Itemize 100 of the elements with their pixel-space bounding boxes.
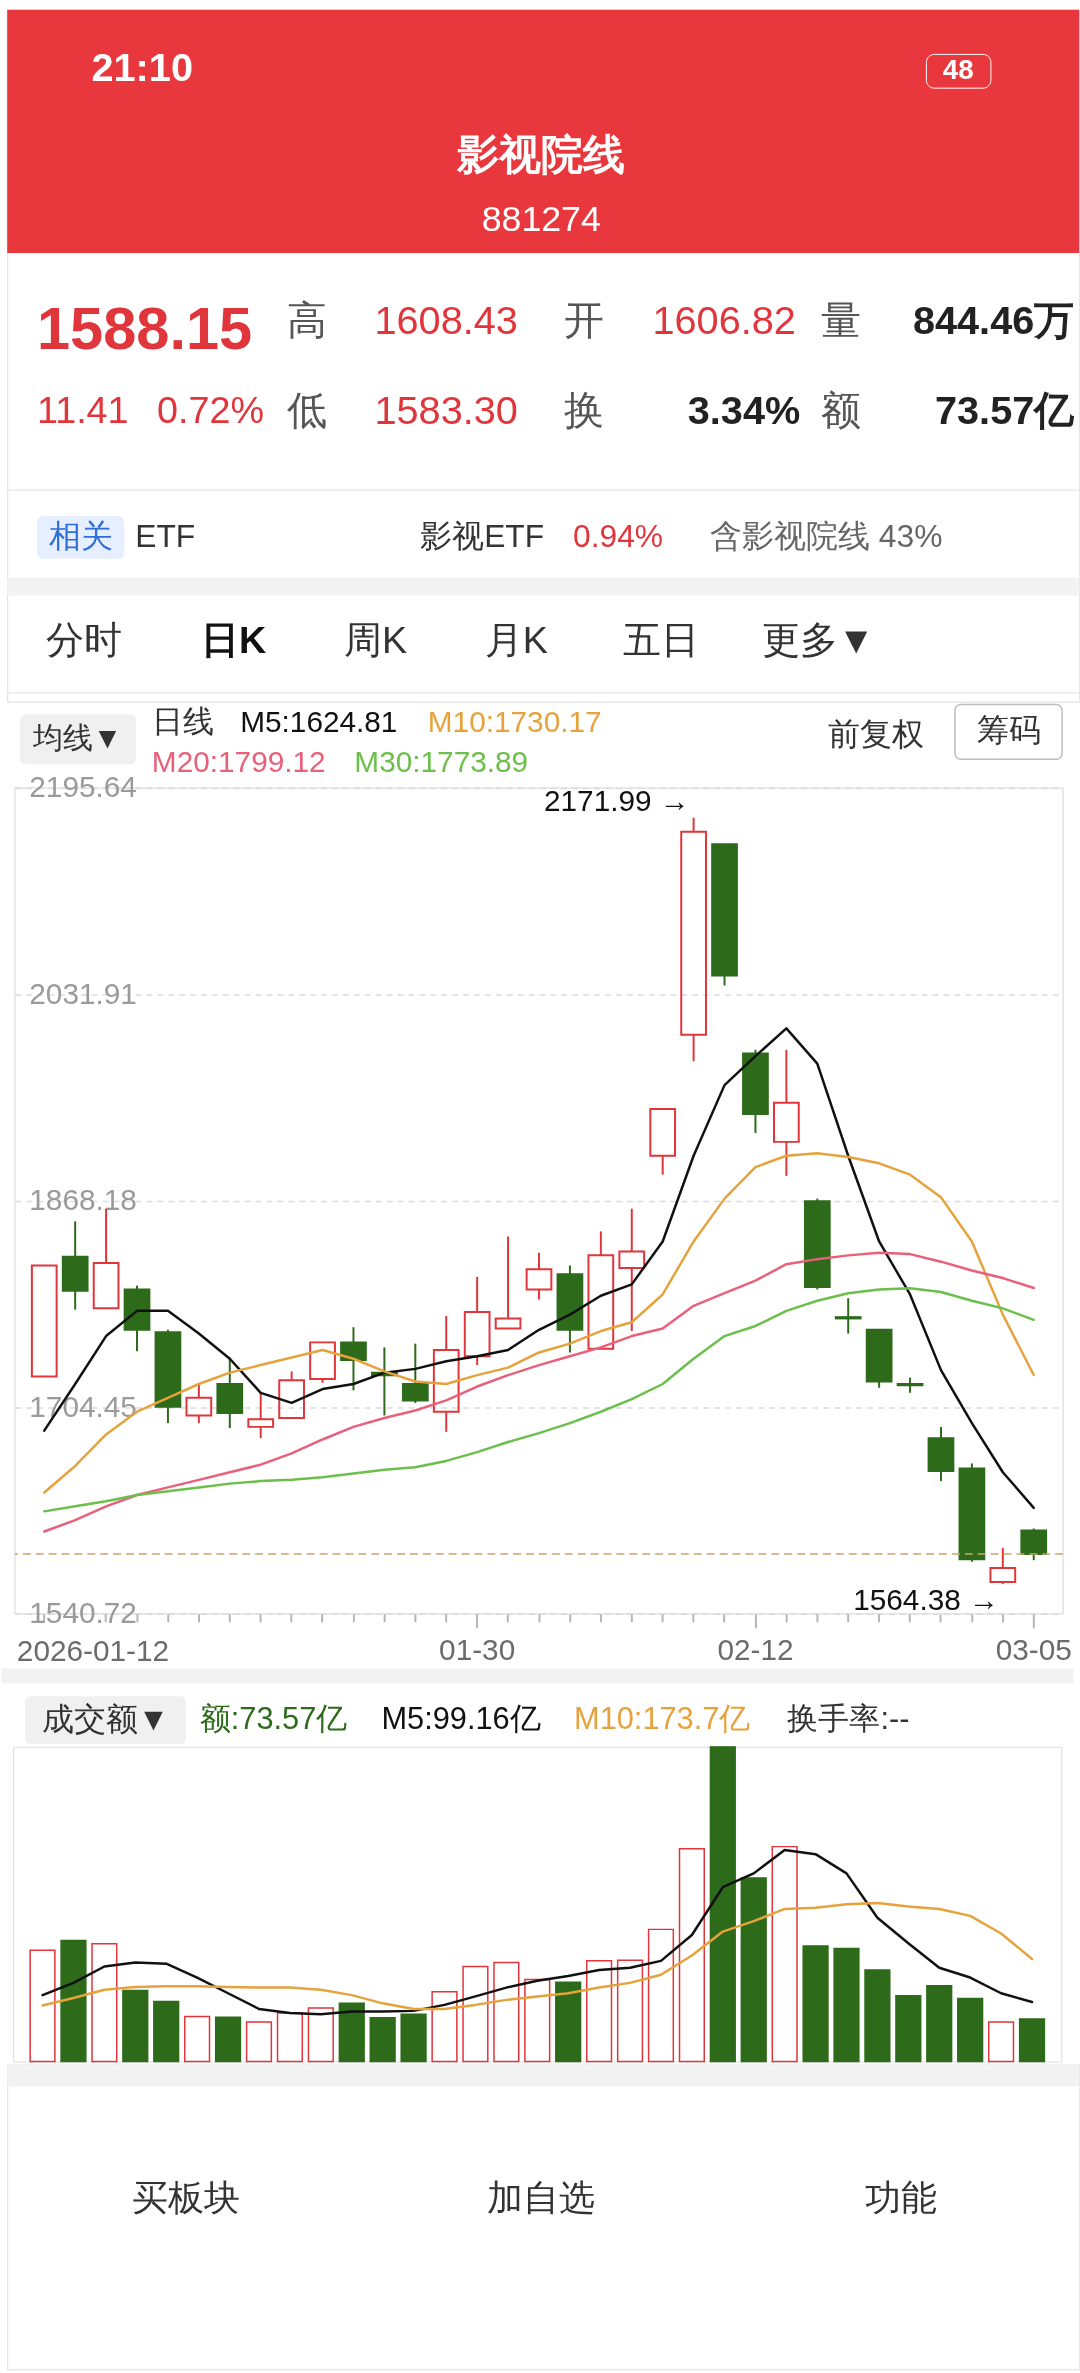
bar	[524, 1978, 551, 2063]
bar	[184, 2015, 211, 2063]
y-tick-label: 1540.72	[29, 1596, 137, 1630]
bar	[833, 1947, 860, 2063]
annotation: 2171.99 →	[543, 783, 690, 817]
annotation: 1564.38 →	[853, 1582, 999, 1616]
text: 月K	[484, 618, 549, 661]
text: 换	[563, 387, 604, 432]
text: 换手率:--	[787, 1701, 910, 1736]
bar	[987, 2021, 1015, 2063]
text: 前复权	[828, 716, 925, 753]
bar	[864, 1969, 891, 2063]
text: M5:1624.81	[240, 705, 398, 739]
text: M10:1730.17	[427, 705, 602, 739]
y-tick-label: 2195.64	[29, 770, 137, 804]
text: M30:1773.89	[354, 745, 529, 779]
candlestick	[865, 1328, 893, 1389]
x-tick-label: 02-12	[717, 1633, 794, 1667]
text: 高	[286, 298, 327, 343]
text: M10:173.7亿	[574, 1701, 751, 1736]
candlestick	[773, 1048, 800, 1177]
text: 周K	[343, 618, 408, 661]
text: 1608.43	[374, 298, 518, 343]
candlestick	[340, 1326, 367, 1392]
text: 含影视院线 43%	[709, 517, 943, 554]
bar	[802, 1945, 829, 2063]
candlestick	[618, 1207, 646, 1333]
text: ETF	[135, 517, 196, 554]
bar	[462, 1965, 489, 2063]
text: 额:73.57亿	[199, 1701, 348, 1736]
bar	[616, 1959, 644, 2063]
bar	[1018, 2018, 1046, 2063]
y-tick-label: 2031.91	[29, 976, 137, 1010]
bar	[431, 1990, 458, 2063]
text: 开	[563, 298, 604, 343]
bar	[245, 2021, 273, 2063]
text: 筹码	[976, 712, 1041, 749]
candlestick	[680, 816, 707, 1063]
text: 额	[821, 387, 862, 432]
text: 1583.30	[374, 387, 518, 432]
bar	[276, 2012, 304, 2063]
text: 0.72%	[157, 388, 265, 431]
candlestick	[834, 1297, 862, 1335]
text: 1606.82	[652, 298, 796, 343]
text: 日K	[200, 618, 267, 661]
bar	[493, 1961, 520, 2063]
bar	[153, 2000, 180, 2063]
bar	[555, 1981, 582, 2063]
bar	[926, 1984, 953, 2063]
candlestick	[30, 1264, 58, 1378]
candlestick	[432, 1314, 460, 1433]
text: 21:10	[91, 45, 193, 90]
bar	[585, 1960, 613, 2063]
x-tick-label: 01-30	[439, 1633, 516, 1667]
candlestick	[649, 1108, 677, 1176]
text: 量	[821, 298, 862, 343]
text: 844.46万	[912, 298, 1075, 343]
candlestick	[61, 1220, 89, 1311]
bar	[400, 2013, 427, 2063]
text: 加自选	[487, 2178, 596, 2219]
text: 功能	[864, 2178, 937, 2219]
text: 低	[286, 387, 327, 432]
text: 73.57亿	[934, 387, 1076, 432]
bar	[647, 1928, 675, 2063]
bar	[957, 1997, 984, 2063]
bar	[338, 2002, 365, 2063]
candlestick	[525, 1251, 553, 1301]
bar	[91, 1943, 118, 2063]
bar	[307, 2007, 334, 2063]
text: 影视ETF	[420, 517, 545, 554]
text: 11.41	[36, 388, 129, 431]
text: 影视院线	[456, 130, 626, 178]
text: 五日	[623, 618, 700, 661]
text: 分时	[45, 618, 122, 661]
text: M20:1799.12	[151, 745, 326, 779]
x-tick-label: 03-05	[995, 1633, 1072, 1667]
bar	[771, 1845, 798, 2063]
text: 1588.15	[36, 295, 253, 363]
text: 2026-01-12	[16, 1633, 170, 1667]
y-tick-label: 1868.18	[29, 1183, 137, 1217]
bar	[369, 2017, 396, 2063]
candlestick	[711, 843, 738, 987]
text: 日线	[151, 704, 214, 740]
text: 均线▼	[31, 721, 123, 755]
bar	[678, 1848, 705, 2063]
candlestick	[494, 1235, 522, 1330]
bar	[214, 2016, 242, 2063]
bar	[709, 1746, 736, 2063]
bar	[60, 1939, 87, 2063]
bar	[122, 1989, 149, 2063]
text: 相关	[48, 517, 113, 554]
text: 48	[942, 54, 974, 86]
chart-title: 成交额▼	[41, 1701, 170, 1737]
text: 881274	[481, 199, 601, 240]
text: M5:99.16亿	[381, 1701, 541, 1736]
text: 3.34%	[687, 387, 801, 432]
candlestick	[587, 1230, 615, 1350]
bar	[895, 1995, 922, 2063]
bar	[29, 1949, 56, 2063]
text: 买板块	[131, 2178, 240, 2219]
